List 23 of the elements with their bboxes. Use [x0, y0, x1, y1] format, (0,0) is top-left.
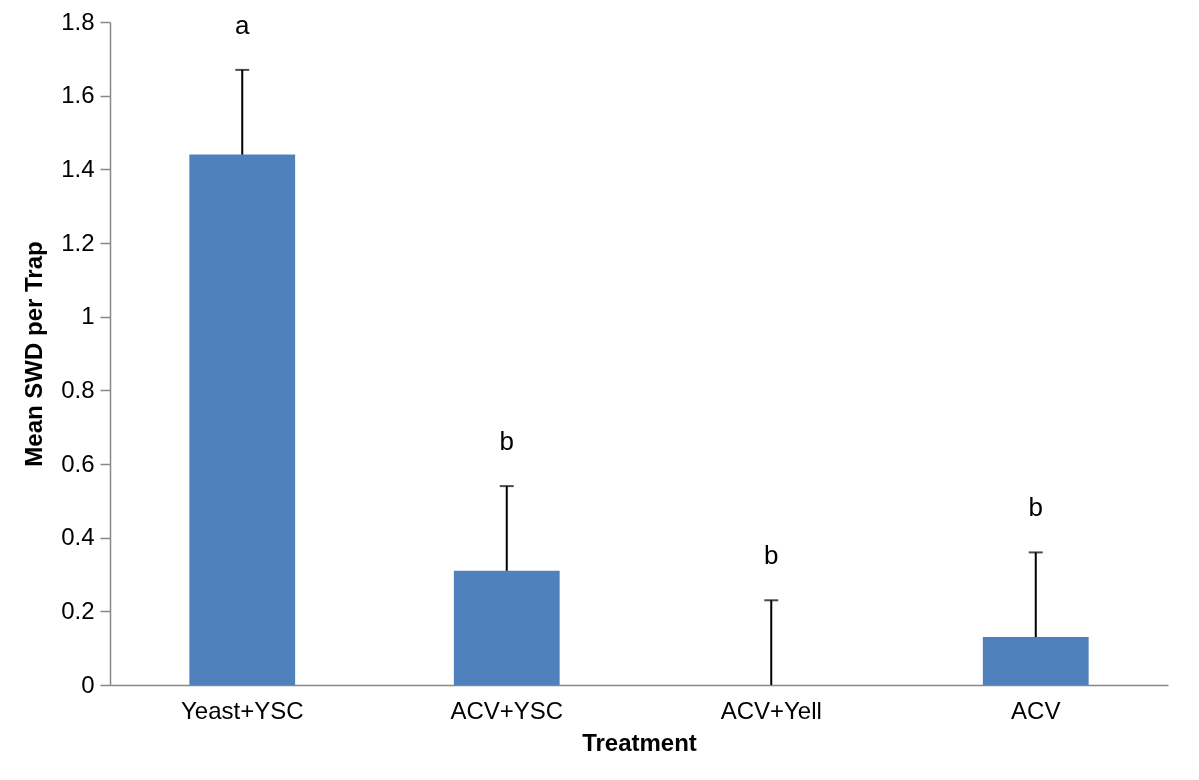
y-tick-label: 0: [81, 670, 95, 698]
y-tick-label: 1.8: [61, 7, 95, 35]
y-tick-label: 0.2: [61, 596, 95, 624]
y-tick-label: 0.6: [61, 449, 95, 477]
y-tick-label: 1.4: [61, 154, 95, 182]
y-tick-label: 1.6: [61, 81, 95, 109]
y-tick-label: 1: [81, 302, 95, 330]
annotation: a: [235, 9, 251, 40]
annotation: b: [1028, 492, 1043, 523]
y-tick-label: 0.8: [61, 375, 95, 403]
bar: [453, 570, 560, 685]
x-axis-title: Treatment: [582, 728, 697, 756]
annotation: b: [499, 426, 514, 457]
y-axis-title: Mean SWD per Trap: [20, 241, 48, 467]
y-tick-label: 0.4: [61, 523, 95, 551]
bar: [982, 637, 1089, 685]
x-tick-label: Yeast+YSC: [180, 696, 304, 724]
x-tick-label: ACV: [1011, 696, 1061, 724]
y-tick-label: 1.2: [61, 228, 95, 256]
bar: [189, 154, 296, 685]
x-tick-label: ACV+YSC: [450, 696, 564, 724]
x-tick-label: ACV+Yell: [720, 696, 822, 724]
annotation: b: [764, 540, 779, 571]
